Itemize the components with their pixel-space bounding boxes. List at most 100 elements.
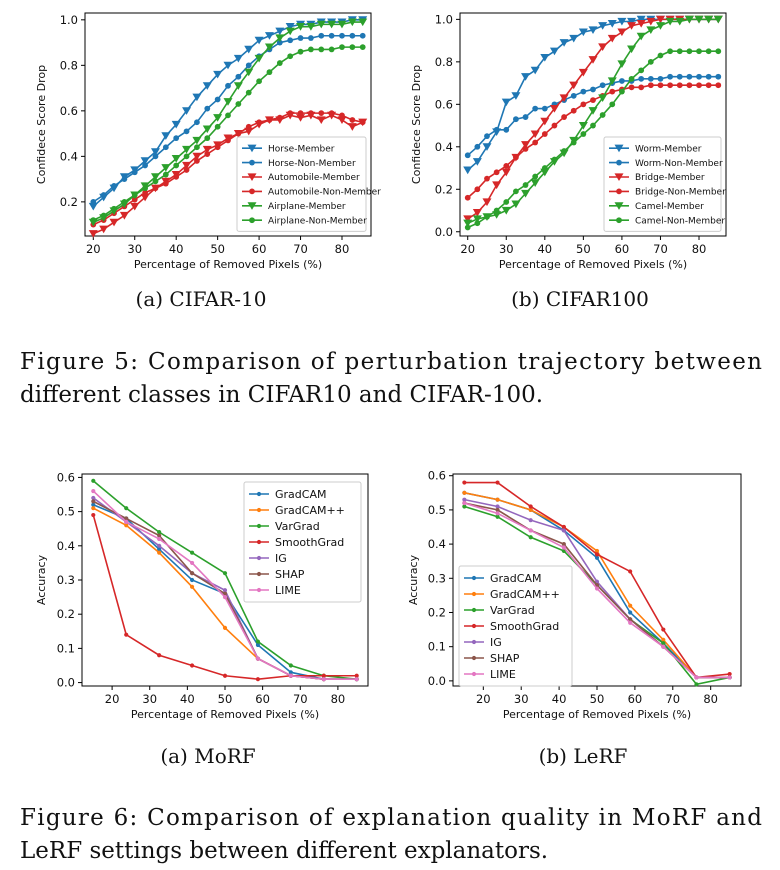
data-point [189, 560, 195, 565]
legend-item: Horse-Member [242, 144, 335, 154]
data-point [628, 84, 635, 91]
data-point [522, 182, 529, 188]
x-tick-label: 40 [169, 242, 184, 256]
data-point [528, 504, 533, 509]
data-point [157, 543, 162, 548]
data-point [99, 225, 109, 234]
x-tick-label: 20 [460, 242, 475, 256]
legend-box [243, 481, 362, 603]
legend-label: GradCAM [490, 572, 541, 585]
data-point [569, 34, 579, 43]
series-smoothgrad [462, 480, 732, 680]
data-point [559, 39, 569, 47]
data-point [676, 48, 683, 55]
data-point [598, 22, 608, 30]
legend-label: SmoothGrad [490, 620, 559, 633]
legend-swatch-marker [256, 555, 262, 561]
data-point [276, 60, 283, 66]
data-point [157, 536, 162, 542]
data-point [627, 17, 637, 26]
y-tick-label: 0.2 [435, 182, 453, 196]
data-point [474, 220, 481, 227]
data-point [667, 48, 673, 55]
legend: Horse-Member Horse-Non-Member Automobile-M… [236, 136, 381, 232]
data-point [492, 181, 502, 190]
data-point [318, 32, 325, 39]
data-point [111, 183, 117, 189]
data-point [213, 114, 223, 122]
x-tick-label: 50 [590, 692, 605, 706]
data-point [202, 125, 212, 134]
data-point [161, 164, 171, 172]
legend-item: Airplane-Non-Member [242, 216, 367, 226]
data-point [244, 127, 254, 136]
data-point [484, 214, 490, 220]
data-point [183, 128, 190, 135]
data-point [541, 131, 548, 137]
data-point [551, 122, 558, 129]
x-tick-label: 60 [255, 692, 270, 706]
data-point [463, 215, 473, 224]
legend-item: Worm-Member [609, 144, 702, 154]
data-point [511, 92, 521, 100]
data-point [256, 119, 262, 126]
data-point [245, 123, 252, 130]
data-point [266, 69, 273, 76]
data-point [119, 211, 129, 220]
data-point [694, 15, 704, 24]
data-point [339, 32, 345, 39]
y-tick-label: 0.2 [57, 607, 75, 621]
legend-item: LIME [464, 668, 516, 681]
x-tick-label: 80 [335, 242, 350, 256]
data-point [121, 198, 128, 205]
legend-label: Automobile-Non-Member [268, 188, 381, 198]
data-point [225, 137, 231, 144]
data-point [675, 17, 685, 26]
data-point [636, 20, 646, 28]
data-point [285, 27, 295, 36]
data-point [561, 148, 567, 154]
data-point [254, 54, 264, 63]
legend-label: Bridge-Member [635, 173, 705, 183]
data-point [91, 512, 96, 518]
data-point [657, 82, 664, 89]
data-point [288, 663, 293, 668]
data-point [91, 495, 96, 501]
data-point [349, 117, 356, 123]
data-point [276, 114, 283, 121]
x-tick-label: 50 [576, 242, 591, 256]
data-point [171, 120, 181, 129]
legend-swatch-marker [614, 144, 624, 153]
data-point [189, 663, 195, 668]
legend-box [458, 565, 573, 687]
data-point [627, 45, 637, 54]
legend-item: LIME [249, 584, 301, 597]
y-tick-label: 0.5 [428, 503, 446, 517]
data-point [492, 211, 502, 219]
series-smoothgrad [91, 512, 359, 682]
data-point [617, 60, 627, 69]
data-point [484, 175, 490, 182]
legend-label: GradCAM++ [275, 504, 345, 517]
data-point [359, 32, 366, 39]
legend-item: Bridge-Member [609, 173, 705, 183]
data-point [140, 157, 150, 165]
data-point [638, 75, 645, 82]
data-point [528, 507, 533, 512]
data-point [194, 158, 200, 164]
data-point [152, 185, 159, 192]
chart-lerf: 20 30 40 50 60 70 80 0.0 0.1 0.2 0.3 0.4 0.5 0.6 Perce… [407, 469, 742, 721]
data-point [124, 516, 129, 521]
data-point [464, 194, 471, 201]
legend-label: VarGrad [490, 604, 535, 617]
data-point [522, 114, 529, 120]
series-lime [91, 489, 359, 682]
legend-item: IG [464, 636, 502, 649]
data-point [255, 642, 261, 648]
data-point [482, 198, 492, 207]
data-point [570, 92, 577, 99]
legend-label: LIME [490, 668, 516, 681]
data-point [501, 206, 511, 215]
data-point [530, 66, 540, 75]
series-worm-non-member [464, 73, 722, 159]
